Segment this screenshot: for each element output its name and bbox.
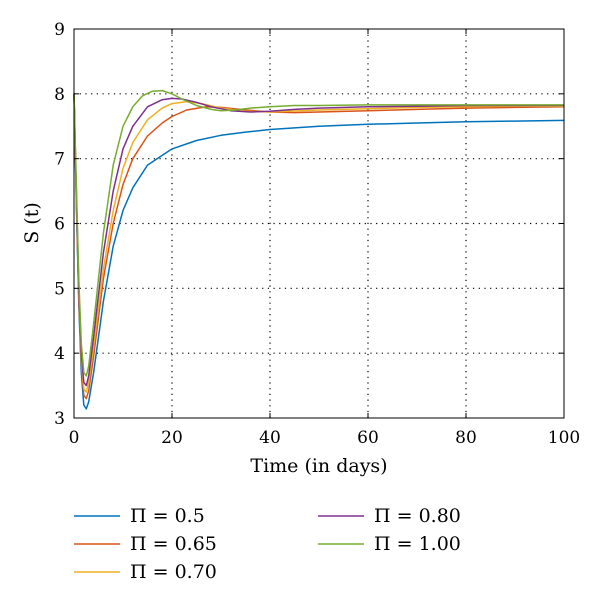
legend-label: Π = 0.80 — [374, 505, 461, 527]
series-line-1 — [73, 93, 565, 410]
y-axis-label: S (t) — [21, 202, 43, 244]
y-tick-label: 5 — [54, 279, 65, 299]
legend-label: Π = 0.65 — [130, 533, 217, 555]
x-axis-label: Time (in days) — [250, 455, 387, 477]
grid — [74, 29, 564, 418]
series-layer — [73, 89, 565, 410]
series-line-4 — [73, 93, 564, 387]
series-line-2 — [73, 93, 565, 400]
y-tick-label: 4 — [54, 344, 65, 364]
legend-label: Π = 1.00 — [374, 533, 461, 555]
x-tick-label: 20 — [161, 428, 183, 448]
y-tick-label: 9 — [54, 20, 65, 40]
y-tick-label: 8 — [54, 85, 65, 105]
x-tick-label: 80 — [455, 428, 477, 448]
x-tick-label: 60 — [357, 428, 379, 448]
legend-label: Π = 0.70 — [130, 561, 217, 583]
x-tick-label: 0 — [69, 428, 80, 448]
legend: Π = 0.5 Π = 0.65 Π = 0.70 Π = 0.80 Π = 1.00 — [74, 505, 461, 583]
x-tick-label: 40 — [259, 428, 281, 448]
y-tick-label: 3 — [54, 409, 65, 429]
legend-label: Π = 0.5 — [130, 505, 205, 527]
ticks: 0 20 40 60 80 100 3 4 5 6 7 8 9 — [54, 20, 580, 448]
y-tick-label: 6 — [54, 215, 65, 235]
series-line-5 — [73, 89, 564, 377]
x-tick-label: 100 — [548, 428, 580, 448]
y-tick-label: 7 — [54, 150, 65, 170]
series-line-3 — [73, 93, 564, 393]
